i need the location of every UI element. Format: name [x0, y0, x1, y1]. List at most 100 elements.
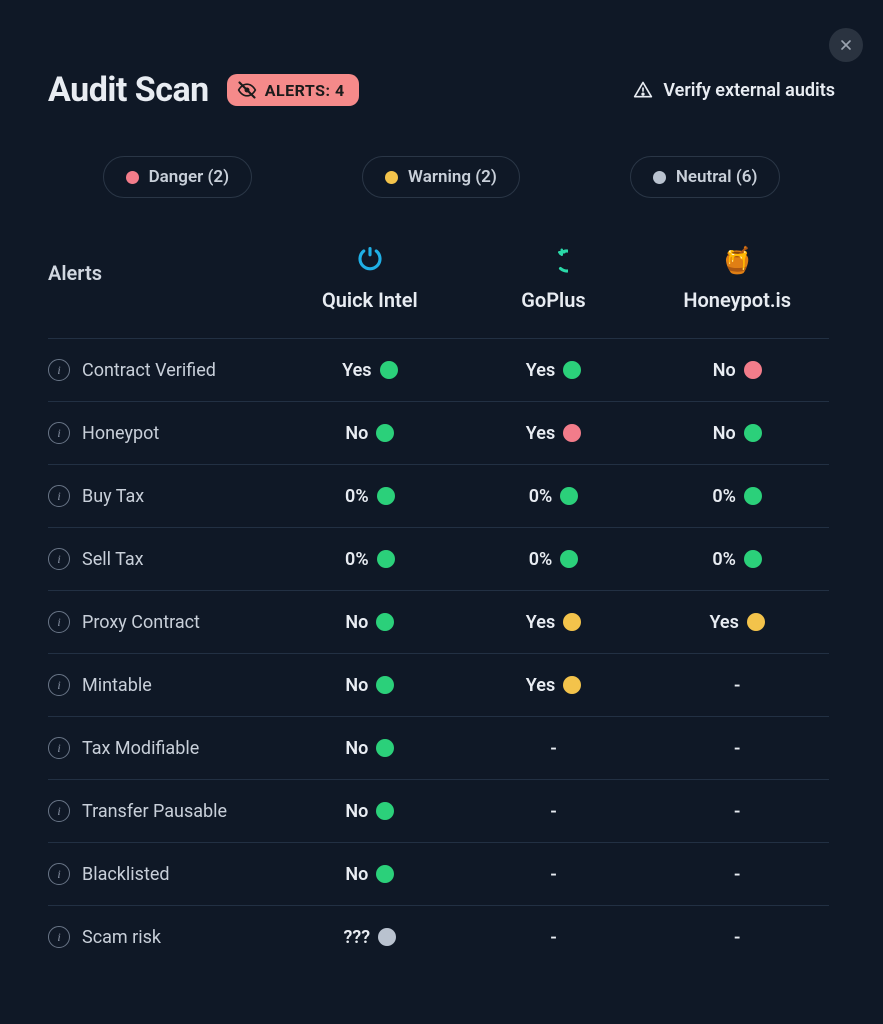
verify-external-audits-link[interactable]: Verify external audits	[633, 80, 835, 101]
status-dot-icon	[563, 424, 581, 442]
status-dot-icon	[563, 361, 581, 379]
info-icon[interactable]: i	[48, 485, 70, 507]
row-label-text: Buy Tax	[82, 486, 144, 507]
alerts-column-header: Alerts	[48, 261, 278, 311]
status-cell: Yes	[462, 403, 646, 464]
status-dot-icon	[376, 676, 394, 694]
legend-label: Danger (2)	[149, 167, 229, 187]
status-text: -	[550, 864, 557, 885]
info-icon[interactable]: i	[48, 674, 70, 696]
status-cell: Yes	[645, 592, 829, 653]
row-label: i Blacklisted	[48, 843, 278, 905]
status-cell: -	[645, 655, 829, 716]
provider-label: Honeypot.is	[645, 288, 829, 312]
legend-pill[interactable]: Warning (2)	[362, 156, 520, 198]
row-label: i Honeypot	[48, 402, 278, 464]
warning-triangle-icon	[633, 80, 653, 100]
info-icon[interactable]: i	[48, 548, 70, 570]
alerts-grid: AlertsQuick IntelGoPlus🍯Honeypot.isiCont…	[48, 234, 829, 968]
status-text: No	[713, 360, 736, 381]
status-text: 0%	[712, 549, 736, 570]
status-text: No	[345, 738, 368, 759]
row-label: iTransfer Pausable	[48, 780, 278, 842]
status-text: Yes	[526, 675, 555, 696]
status-dot-icon	[560, 550, 578, 568]
status-text: ???	[344, 927, 371, 948]
status-cell: 0%	[462, 529, 646, 590]
status-text: -	[734, 801, 741, 822]
legend-pill[interactable]: Danger (2)	[103, 156, 252, 198]
info-icon[interactable]: i	[48, 737, 70, 759]
status-text: -	[550, 927, 557, 948]
row-label: i Contract Verified	[48, 339, 278, 401]
row-label: iTax Modifiable	[48, 717, 278, 779]
provider-column-header: GoPlus	[462, 234, 646, 338]
info-icon[interactable]: i	[48, 359, 70, 381]
legend-label: Warning (2)	[408, 167, 497, 187]
status-dot-icon	[377, 550, 395, 568]
info-icon[interactable]: i	[48, 926, 70, 948]
close-button[interactable]	[829, 28, 863, 62]
row-label-text: Contract Verified	[82, 360, 216, 381]
row-label: i Proxy Contract	[48, 591, 278, 653]
status-text: 0%	[345, 549, 369, 570]
status-dot-icon	[744, 424, 762, 442]
verify-link-label: Verify external audits	[663, 80, 835, 101]
status-dot-icon	[744, 550, 762, 568]
provider-column-header: Quick Intel	[278, 234, 462, 338]
row-label-text: Scam risk	[82, 927, 161, 948]
row-label: iMintable	[48, 654, 278, 716]
status-cell: Yes	[278, 340, 462, 401]
status-cell: No	[645, 403, 829, 464]
row-label-text: Sell Tax	[82, 549, 144, 570]
legend-pill[interactable]: Neutral (6)	[630, 156, 781, 198]
status-cell: 0%	[462, 466, 646, 527]
status-cell: Yes	[462, 592, 646, 653]
status-text: No	[345, 864, 368, 885]
status-text: Yes	[526, 612, 555, 633]
status-text: -	[734, 675, 741, 696]
status-cell: -	[462, 844, 646, 905]
alerts-scroll-area[interactable]: AlertsQuick IntelGoPlus🍯Honeypot.isiCont…	[48, 234, 835, 1004]
status-cell: Yes	[462, 340, 646, 401]
status-cell: -	[645, 907, 829, 968]
info-icon[interactable]: i	[48, 422, 70, 444]
status-text: Yes	[526, 423, 555, 444]
info-icon[interactable]: i	[48, 863, 70, 885]
status-dot-icon	[376, 865, 394, 883]
row-label-text: Honeypot	[82, 423, 159, 444]
row-label: i Buy Tax	[48, 465, 278, 527]
quickintel-icon	[355, 246, 385, 276]
status-text: No	[345, 423, 368, 444]
status-dot-icon	[376, 424, 394, 442]
header-row: Audit Scan ALERTS: 4 Verify external aud…	[48, 70, 835, 110]
status-cell: -	[462, 718, 646, 779]
status-cell: Yes	[462, 655, 646, 716]
info-icon[interactable]: i	[48, 800, 70, 822]
provider-label: GoPlus	[462, 288, 646, 312]
status-dot-icon	[380, 361, 398, 379]
status-cell: No	[278, 781, 462, 842]
page-title: Audit Scan	[48, 70, 209, 110]
row-label-text: Proxy Contract	[82, 612, 200, 633]
status-text: Yes	[342, 360, 371, 381]
info-icon[interactable]: i	[48, 611, 70, 633]
status-text: -	[734, 864, 741, 885]
status-cell: 0%	[278, 529, 462, 590]
legend-dot-icon	[653, 171, 666, 184]
status-cell: -	[645, 781, 829, 842]
legend-row: Danger (2) Warning (2) Neutral (6)	[48, 156, 835, 198]
legend-label: Neutral (6)	[676, 167, 758, 187]
status-dot-icon	[563, 613, 581, 631]
status-cell: -	[645, 718, 829, 779]
row-label: i Sell Tax	[48, 528, 278, 590]
legend-dot-icon	[385, 171, 398, 184]
status-text: No	[345, 801, 368, 822]
close-icon	[838, 37, 854, 53]
status-text: No	[345, 612, 368, 633]
status-text: -	[550, 738, 557, 759]
status-dot-icon	[744, 487, 762, 505]
eye-off-icon	[237, 80, 257, 100]
status-text: Yes	[526, 360, 555, 381]
row-label-text: Blacklisted	[82, 864, 170, 885]
